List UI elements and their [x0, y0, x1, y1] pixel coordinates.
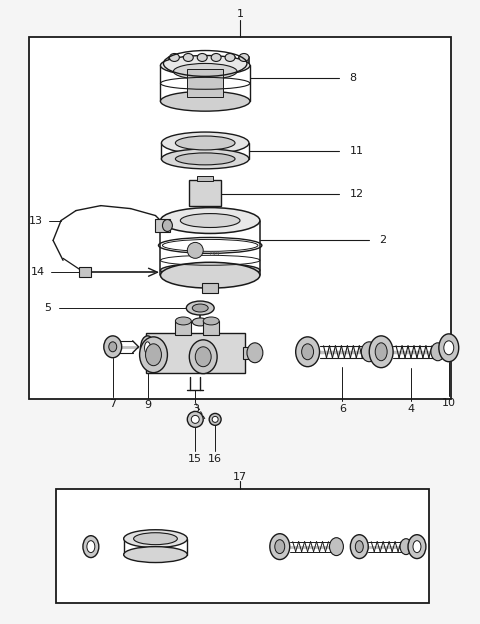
Ellipse shape	[375, 343, 387, 361]
Ellipse shape	[225, 54, 235, 61]
Text: 7: 7	[109, 399, 116, 409]
Ellipse shape	[160, 91, 250, 111]
Text: 12: 12	[349, 188, 363, 198]
Ellipse shape	[270, 534, 290, 560]
Text: 4: 4	[408, 404, 415, 414]
Text: 6: 6	[339, 404, 346, 414]
Ellipse shape	[183, 54, 193, 61]
Ellipse shape	[189, 340, 217, 374]
Ellipse shape	[160, 262, 260, 288]
Ellipse shape	[141, 336, 155, 359]
Ellipse shape	[329, 538, 343, 555]
Ellipse shape	[169, 54, 180, 61]
Ellipse shape	[439, 334, 459, 362]
Ellipse shape	[187, 411, 203, 427]
Bar	[175, 321, 192, 335]
Ellipse shape	[186, 301, 214, 315]
Ellipse shape	[369, 336, 393, 368]
Text: 13: 13	[29, 215, 43, 225]
Ellipse shape	[187, 242, 203, 258]
Bar	[202, 283, 218, 293]
Ellipse shape	[160, 208, 260, 233]
Bar	[56, 489, 429, 603]
Ellipse shape	[355, 540, 363, 553]
Ellipse shape	[361, 342, 377, 362]
Ellipse shape	[161, 132, 249, 154]
Ellipse shape	[175, 153, 235, 165]
Ellipse shape	[160, 56, 250, 76]
Ellipse shape	[83, 535, 99, 558]
Ellipse shape	[247, 343, 263, 363]
Ellipse shape	[203, 317, 219, 325]
Bar	[156, 218, 170, 233]
Bar	[197, 176, 213, 181]
Ellipse shape	[161, 149, 249, 169]
Text: 10: 10	[442, 399, 456, 409]
Text: 2: 2	[379, 235, 386, 245]
Bar	[203, 321, 219, 335]
Text: 11: 11	[349, 146, 363, 156]
Ellipse shape	[162, 220, 172, 232]
Text: 8: 8	[349, 74, 357, 84]
Bar	[29, 37, 451, 399]
Ellipse shape	[175, 317, 192, 325]
Ellipse shape	[173, 64, 237, 79]
Ellipse shape	[400, 539, 412, 555]
Ellipse shape	[197, 54, 207, 61]
Ellipse shape	[145, 344, 161, 366]
Bar	[243, 347, 259, 359]
Ellipse shape	[350, 535, 368, 558]
Text: 16: 16	[208, 454, 222, 464]
Ellipse shape	[104, 336, 122, 358]
Ellipse shape	[87, 540, 95, 553]
Text: 3: 3	[192, 404, 199, 414]
Ellipse shape	[239, 54, 249, 61]
Bar	[187, 69, 223, 97]
Ellipse shape	[212, 416, 218, 422]
Text: MIN: MIN	[210, 251, 220, 256]
Text: 15: 15	[188, 454, 202, 464]
Ellipse shape	[275, 540, 285, 553]
Ellipse shape	[211, 54, 221, 61]
Ellipse shape	[144, 342, 151, 354]
Ellipse shape	[192, 304, 208, 312]
Text: 5: 5	[44, 303, 51, 313]
Ellipse shape	[192, 318, 208, 326]
Ellipse shape	[296, 337, 320, 367]
Ellipse shape	[444, 341, 454, 355]
Ellipse shape	[109, 342, 117, 352]
Bar	[189, 180, 221, 206]
Ellipse shape	[160, 263, 260, 277]
Ellipse shape	[431, 343, 445, 361]
Bar	[79, 267, 91, 277]
Text: 14: 14	[31, 267, 45, 277]
Ellipse shape	[209, 414, 221, 426]
Ellipse shape	[124, 530, 187, 548]
Text: 1: 1	[237, 9, 243, 19]
Bar	[145, 333, 245, 373]
Ellipse shape	[133, 533, 178, 545]
Text: 9: 9	[144, 401, 151, 411]
Ellipse shape	[301, 344, 313, 359]
Ellipse shape	[413, 540, 421, 553]
Text: 17: 17	[233, 472, 247, 482]
Ellipse shape	[192, 416, 199, 423]
Ellipse shape	[408, 535, 426, 558]
Ellipse shape	[140, 337, 168, 373]
Ellipse shape	[175, 136, 235, 150]
Ellipse shape	[180, 213, 240, 228]
Ellipse shape	[195, 347, 211, 367]
Ellipse shape	[124, 547, 187, 563]
